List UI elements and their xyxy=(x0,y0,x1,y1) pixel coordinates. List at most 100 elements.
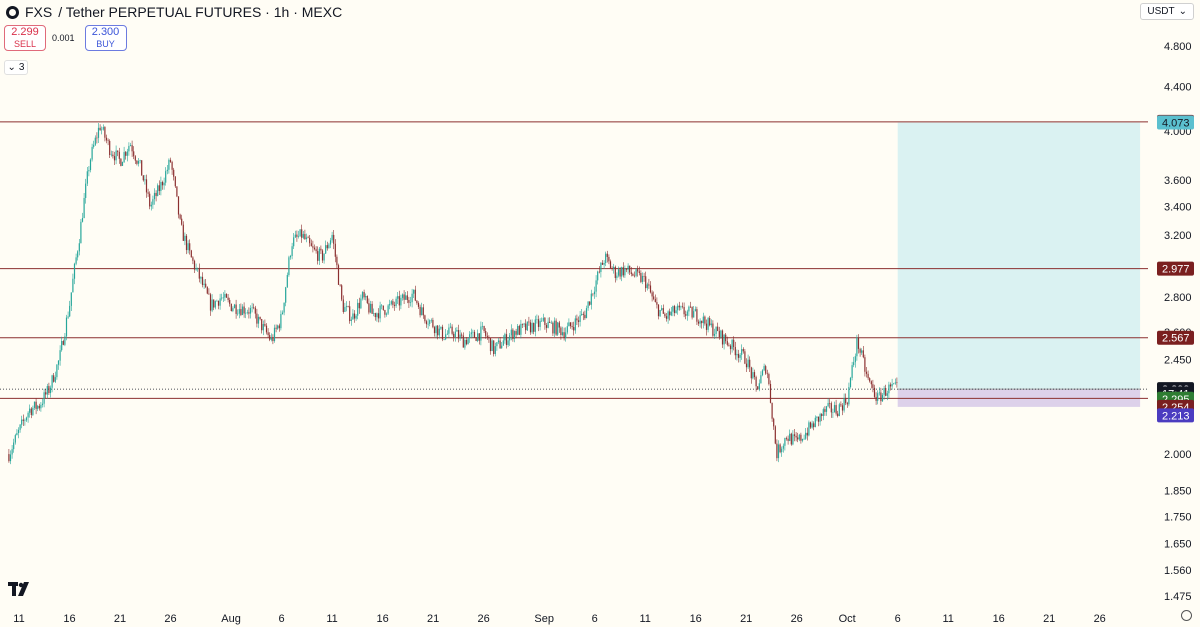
candle-body xyxy=(70,292,72,306)
candle-body xyxy=(749,359,751,368)
candle-body xyxy=(653,296,655,300)
candle-body xyxy=(48,386,50,394)
candle-body xyxy=(238,309,240,314)
candle-body xyxy=(46,386,48,395)
candle-body xyxy=(88,170,90,172)
candle-body xyxy=(406,295,408,300)
candle-body xyxy=(600,262,602,272)
candle-body xyxy=(408,299,410,303)
candle-body xyxy=(361,291,364,299)
candle-body xyxy=(611,268,613,269)
candle-body xyxy=(830,403,832,413)
sell-button[interactable]: 2.299 SELL xyxy=(4,25,46,51)
candles xyxy=(8,122,898,465)
candle-body xyxy=(648,284,650,286)
candle-body xyxy=(534,319,536,332)
candle-body xyxy=(557,322,559,335)
candle-body xyxy=(123,152,125,162)
candle-body xyxy=(752,372,754,379)
candle-body xyxy=(149,193,151,207)
candle-body xyxy=(633,275,636,277)
candle-body xyxy=(665,316,668,319)
candle-body xyxy=(262,324,264,331)
candle-body xyxy=(673,306,676,314)
candle-body xyxy=(669,311,671,316)
candle-body xyxy=(153,192,156,200)
candle-body xyxy=(646,284,648,289)
x-tick-label: 26 xyxy=(164,613,176,625)
candle-body xyxy=(265,325,268,333)
indicators-toggle[interactable]: ⌄ 3 xyxy=(4,60,28,75)
candle-body xyxy=(817,416,820,422)
profit-zone[interactable] xyxy=(897,122,1141,390)
candle-body xyxy=(454,331,456,338)
candle-body xyxy=(235,304,237,314)
candle-body xyxy=(203,283,205,285)
candle-body xyxy=(129,145,132,147)
candle-body xyxy=(489,338,492,352)
candle-body xyxy=(369,303,372,313)
chevron-down-icon: ⌄ xyxy=(1178,6,1187,17)
candle-body xyxy=(49,387,52,394)
candle-body xyxy=(809,422,812,428)
candle-body xyxy=(521,323,524,325)
candle-body xyxy=(507,340,509,345)
candle-body xyxy=(232,308,234,312)
x-tick-label: 21 xyxy=(1043,613,1055,625)
candle-body xyxy=(800,434,802,441)
candle-body xyxy=(493,340,495,355)
candle-body xyxy=(253,307,255,309)
currency-selector[interactable]: USDT ⌄ xyxy=(1140,3,1194,20)
candle-body xyxy=(417,303,420,307)
candle-body xyxy=(462,335,464,348)
candle-body xyxy=(465,339,468,345)
candle-body xyxy=(366,295,368,304)
candle-body xyxy=(72,278,74,293)
candle-body xyxy=(163,182,165,186)
candle-body xyxy=(177,196,180,215)
candle-body xyxy=(702,316,704,324)
candle-body xyxy=(430,319,432,321)
price-axis[interactable] xyxy=(1148,0,1200,627)
candle-body xyxy=(587,301,589,309)
candle-body xyxy=(505,334,508,345)
candle-body xyxy=(269,335,271,340)
candle-body xyxy=(280,314,282,329)
candle-body xyxy=(837,413,839,417)
candle-body xyxy=(789,433,791,441)
candle-body xyxy=(195,267,197,270)
gear-icon[interactable] xyxy=(1181,610,1192,621)
candle-body xyxy=(829,403,831,404)
candle-body xyxy=(189,243,191,251)
candle-body xyxy=(115,150,117,161)
candle-body xyxy=(283,302,285,313)
candle-body xyxy=(325,245,327,254)
candle-body xyxy=(641,275,644,282)
candle-body xyxy=(774,426,776,444)
candle-body xyxy=(448,327,450,334)
candle-body xyxy=(609,261,612,269)
candle-body xyxy=(472,331,474,333)
candle-body xyxy=(481,326,484,327)
candle-body xyxy=(24,420,26,421)
candle-body xyxy=(595,280,597,292)
candle-body xyxy=(62,340,64,345)
y-tick-label: 3.200 xyxy=(1164,230,1192,242)
candle-body xyxy=(734,347,736,356)
candle-body xyxy=(61,340,63,351)
candle-body xyxy=(205,283,207,288)
candle-body xyxy=(584,314,586,319)
candle-body xyxy=(742,349,744,352)
candle-body xyxy=(637,269,639,272)
candle-body xyxy=(45,392,47,395)
candle-body xyxy=(769,383,772,403)
candle-body xyxy=(336,256,338,266)
candle-body xyxy=(822,409,824,417)
tradingview-logo-icon xyxy=(8,582,34,601)
candle-body xyxy=(270,337,272,340)
candle-body xyxy=(729,345,732,350)
x-tick-label: Sep xyxy=(534,613,554,625)
candle-body xyxy=(133,151,135,157)
buy-button[interactable]: 2.300 BUY xyxy=(84,25,127,51)
